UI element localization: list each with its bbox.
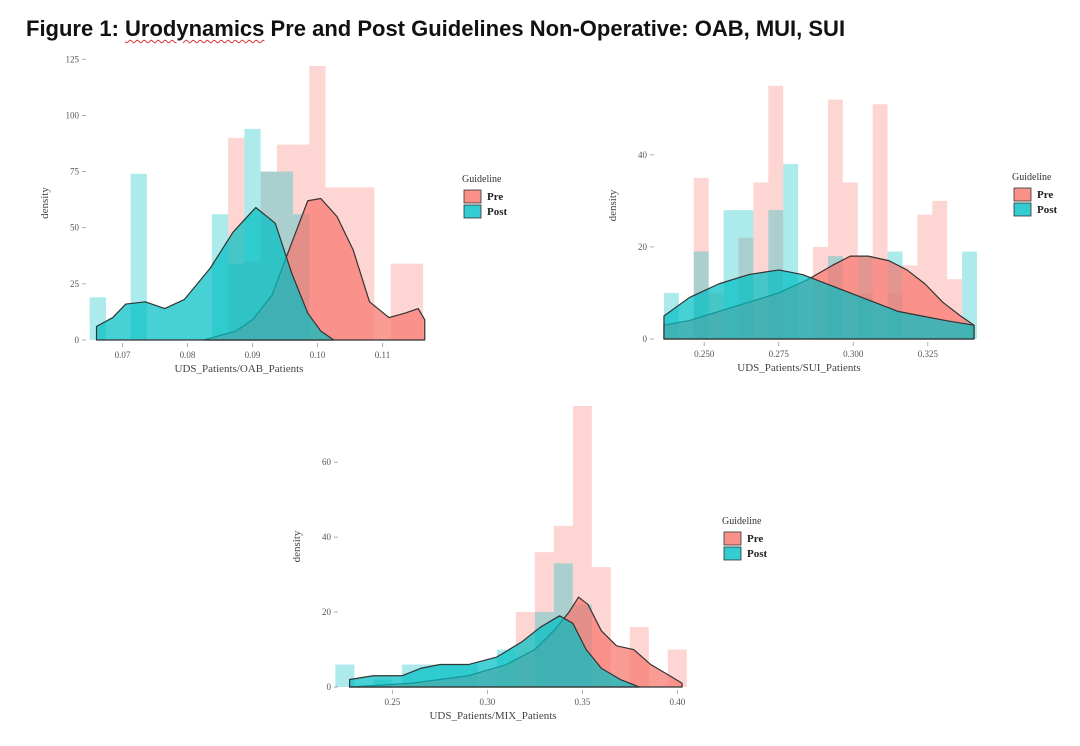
y-tick-label: 20 bbox=[322, 607, 332, 617]
post-histogram-bar bbox=[130, 173, 147, 340]
post-histogram-bar bbox=[962, 251, 978, 339]
legend-pre-label: Pre bbox=[747, 533, 763, 545]
y-axis-title: density bbox=[607, 189, 619, 221]
legend-post-swatch bbox=[723, 546, 742, 561]
x-tick-label: 0.40 bbox=[669, 697, 685, 707]
legend-pre-swatch bbox=[463, 189, 482, 204]
legend-title: Guideline bbox=[1012, 172, 1052, 183]
post-density-area bbox=[663, 269, 975, 340]
y-tick-label: 0 bbox=[327, 682, 332, 692]
y-axis-title: density bbox=[291, 530, 303, 562]
legend-pre-label: Pre bbox=[487, 191, 503, 203]
post-density-area bbox=[95, 206, 335, 341]
y-tick-label: 0 bbox=[75, 335, 80, 345]
legend-title: Guideline bbox=[722, 516, 762, 527]
legend-post-label: Post bbox=[747, 548, 768, 560]
y-tick-label: 40 bbox=[322, 532, 332, 542]
legend-post-swatch bbox=[1013, 202, 1032, 217]
x-tick-label: 0.325 bbox=[918, 349, 939, 359]
x-tick-label: 0.250 bbox=[694, 349, 715, 359]
x-axis-title: UDS_Patients/SUI_Patients bbox=[737, 362, 860, 374]
x-axis-title: UDS_Patients/OAB_Patients bbox=[175, 363, 304, 375]
x-tick-label: 0.300 bbox=[843, 349, 864, 359]
legend-post-swatch bbox=[463, 204, 482, 219]
x-tick-label: 0.35 bbox=[574, 697, 590, 707]
x-tick-label: 0.09 bbox=[245, 350, 261, 360]
legend-pre-swatch bbox=[723, 531, 742, 546]
y-tick-label: 20 bbox=[638, 242, 648, 252]
x-tick-label: 0.08 bbox=[180, 350, 196, 360]
legend-pre-label: Pre bbox=[1037, 189, 1053, 201]
y-tick-label: 50 bbox=[70, 223, 80, 233]
x-tick-label: 0.07 bbox=[115, 350, 131, 360]
y-tick-label: 100 bbox=[66, 110, 80, 120]
y-tick-label: 60 bbox=[322, 457, 332, 467]
mix-density-chart: 0 20 40 60 0.25 0.30 0.35 0.40 UDS_Patients/MIX_… bbox=[291, 406, 768, 722]
y-tick-label: 40 bbox=[638, 150, 648, 160]
x-tick-label: 0.10 bbox=[310, 350, 326, 360]
oab-density-chart: 0 25 50 75 100 125 0.07 0.08 0.09 0.10 0.11 UDS_Pat… bbox=[39, 54, 508, 375]
y-tick-label: 25 bbox=[70, 279, 80, 289]
legend-post-label: Post bbox=[1037, 204, 1058, 216]
x-tick-label: 0.30 bbox=[479, 697, 495, 707]
post-density-area bbox=[349, 615, 640, 688]
figure-title-spellcheck-word: Urodynamics bbox=[125, 16, 265, 41]
legend-pre-swatch bbox=[1013, 187, 1032, 202]
legend-title: Guideline bbox=[462, 174, 502, 185]
y-tick-label: 0 bbox=[643, 334, 648, 344]
x-tick-label: 0.25 bbox=[384, 697, 400, 707]
x-tick-label: 0.275 bbox=[769, 349, 790, 359]
figure-title-prefix: Figure 1: bbox=[26, 16, 126, 41]
y-tick-label: 125 bbox=[66, 54, 80, 64]
x-tick-label: 0.11 bbox=[375, 350, 390, 360]
y-tick-label: 75 bbox=[70, 167, 80, 177]
legend-post-label: Post bbox=[487, 206, 508, 218]
figure-title-rest: Pre and Post Guidelines Non-Operative: O… bbox=[264, 16, 846, 41]
x-axis-title: UDS_Patients/MIX_Patients bbox=[429, 710, 556, 722]
sui-density-chart: 0 20 40 0.250 0.275 0.300 0.325 UDS_Patients/SU… bbox=[607, 85, 1058, 374]
y-axis-title: density bbox=[39, 187, 51, 219]
figure-title: Figure 1: Urodynamics Pre and Post Guide… bbox=[26, 16, 845, 42]
